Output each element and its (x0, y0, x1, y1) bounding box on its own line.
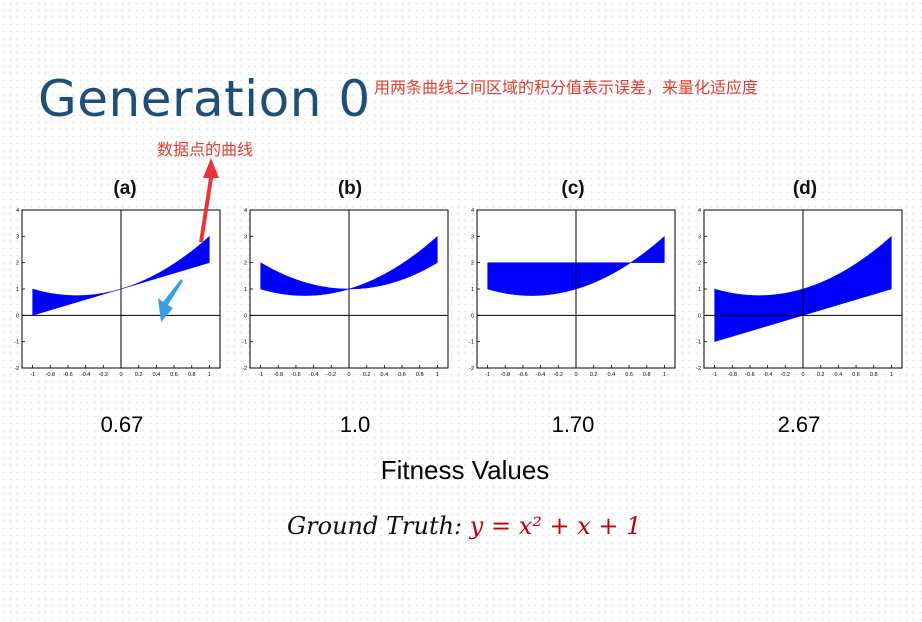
ground-truth-formula: y = x² + x + 1 (469, 512, 642, 540)
x-tick-label: -1 (30, 372, 35, 378)
y-tick-label: 3 (698, 234, 701, 240)
x-tick-label: -0.8 (501, 372, 510, 378)
x-tick-label: 1 (436, 372, 439, 378)
fitness-value-a: 0.67 (100, 412, 144, 437)
panel-label-d: (d) (792, 178, 818, 199)
y-tick-label: 2 (244, 261, 247, 267)
x-tick-label: -0.4 (309, 372, 318, 378)
x-tick-label: 0 (801, 372, 804, 378)
x-tick-label: -0.4 (81, 372, 90, 378)
x-tick-label: 1 (208, 372, 211, 378)
x-tick-label: 0.6 (852, 372, 860, 378)
ground-truth: Ground Truth: y = x² + x + 1 (287, 512, 641, 540)
x-tick-label: -1 (258, 372, 263, 378)
y-tick-label: 2 (698, 261, 701, 267)
x-tick-label: 0.8 (188, 372, 196, 378)
y-tick-label: -1 (242, 340, 247, 346)
x-tick-label: 0.4 (835, 372, 843, 378)
x-tick-label: -0.6 (518, 372, 527, 378)
chart-c: -2 -1 0 1 2 3 4 -1 -0.8 -0.6 -0.4 -0.2 0 0.2 0.4 0.6 0.8… (469, 208, 676, 378)
panel-label-b: (b) (337, 178, 363, 199)
y-tick-label: -2 (242, 366, 247, 372)
x-tick-label: 1 (663, 372, 666, 378)
fitness-value-d: 2.67 (777, 412, 821, 437)
y-tick-label: 0 (244, 313, 247, 319)
x-tick-label: 0.8 (643, 372, 651, 378)
y-tick-label: 3 (244, 234, 247, 240)
y-tick-label: 0 (471, 313, 474, 319)
fitness-value-b: 1.0 (339, 412, 371, 437)
x-tick-label: 0.4 (381, 372, 389, 378)
x-tick-label: 0 (574, 372, 577, 378)
ground-truth-label: Ground Truth: (287, 512, 463, 540)
y-tick-label: -1 (469, 340, 474, 346)
chart-d: -2 -1 0 1 2 3 4 -1 -0.8 -0.6 -0.4 -0.2 0 0.2 0.4 0.6 0.8… (696, 208, 903, 378)
x-tick-label: 0.2 (135, 372, 143, 378)
panel-label-a: (a) (113, 178, 137, 199)
x-tick-label: -0.6 (745, 372, 754, 378)
chart-a: -2 -1 0 1 2 3 4 -1 -0.8 -0.6 -0.4 -0.2 0 0.2 0.4 0.6 0.8… (14, 208, 221, 378)
x-tick-label: -0.8 (274, 372, 283, 378)
y-tick-label: -2 (696, 366, 701, 372)
y-tick-label: 4 (16, 208, 19, 214)
y-tick-label: 3 (471, 234, 474, 240)
x-tick-label: 0.4 (608, 372, 616, 378)
x-tick-label: -0.6 (63, 372, 72, 378)
y-tick-label: 2 (471, 261, 474, 267)
x-tick-label: 0.2 (817, 372, 825, 378)
y-tick-label: -1 (14, 340, 19, 346)
x-tick-label: 0.4 (153, 372, 161, 378)
chart-b: -2 -1 0 1 2 3 4 -1 -0.8 -0.6 -0.4 -0.2 0 0.2 0.4 0.6 0.8… (242, 208, 449, 378)
x-tick-label: -0.4 (763, 372, 772, 378)
panel-label-c: (c) (561, 178, 585, 199)
x-tick-label: 0.6 (625, 372, 633, 378)
x-tick-label: -0.8 (728, 372, 737, 378)
x-tick-label: 0 (119, 372, 122, 378)
y-tick-label: 3 (16, 234, 19, 240)
x-tick-label: -0.2 (781, 372, 790, 378)
method-note: 用两条曲线之间区域的积分值表示误差，来量化适应度 (374, 78, 759, 97)
y-tick-label: -2 (14, 366, 19, 372)
y-tick-label: 0 (16, 313, 19, 319)
x-tick-label: 0.8 (416, 372, 424, 378)
y-tick-label: 4 (244, 208, 247, 214)
y-tick-label: 4 (698, 208, 701, 214)
y-tick-label: -1 (696, 340, 701, 346)
y-tick-label: 4 (471, 208, 474, 214)
fitness-value-c: 1.70 (551, 412, 595, 437)
y-tick-label: 1 (471, 287, 474, 293)
x-tick-label: 0.2 (363, 372, 371, 378)
x-tick-label: 0.6 (398, 372, 406, 378)
y-tick-label: 1 (698, 287, 701, 293)
y-tick-label: 2 (16, 261, 19, 267)
x-tick-label: -0.6 (291, 372, 300, 378)
page-title: Generation 0 (38, 70, 371, 128)
x-tick-label: -0.2 (554, 372, 563, 378)
x-tick-label: 0.8 (870, 372, 878, 378)
x-tick-label: 0 (347, 372, 350, 378)
y-tick-label: 1 (244, 287, 247, 293)
x-tick-label: 0.2 (590, 372, 598, 378)
y-tick-label: 0 (698, 313, 701, 319)
x-tick-label: -0.4 (536, 372, 545, 378)
fitness-values-title: Fitness Values (380, 455, 550, 485)
x-tick-label: -0.2 (327, 372, 336, 378)
error-area (260, 235, 438, 296)
x-tick-label: -0.2 (99, 372, 108, 378)
x-tick-label: -1 (485, 372, 490, 378)
x-tick-label: -0.8 (46, 372, 55, 378)
x-tick-label: 0.6 (170, 372, 178, 378)
y-tick-label: -2 (469, 366, 474, 372)
y-tick-label: 1 (16, 287, 19, 293)
error-area (32, 235, 210, 316)
data-curve-annotation: 数据点的曲线 (157, 140, 254, 159)
x-tick-label: -1 (712, 372, 717, 378)
x-tick-label: 1 (890, 372, 893, 378)
